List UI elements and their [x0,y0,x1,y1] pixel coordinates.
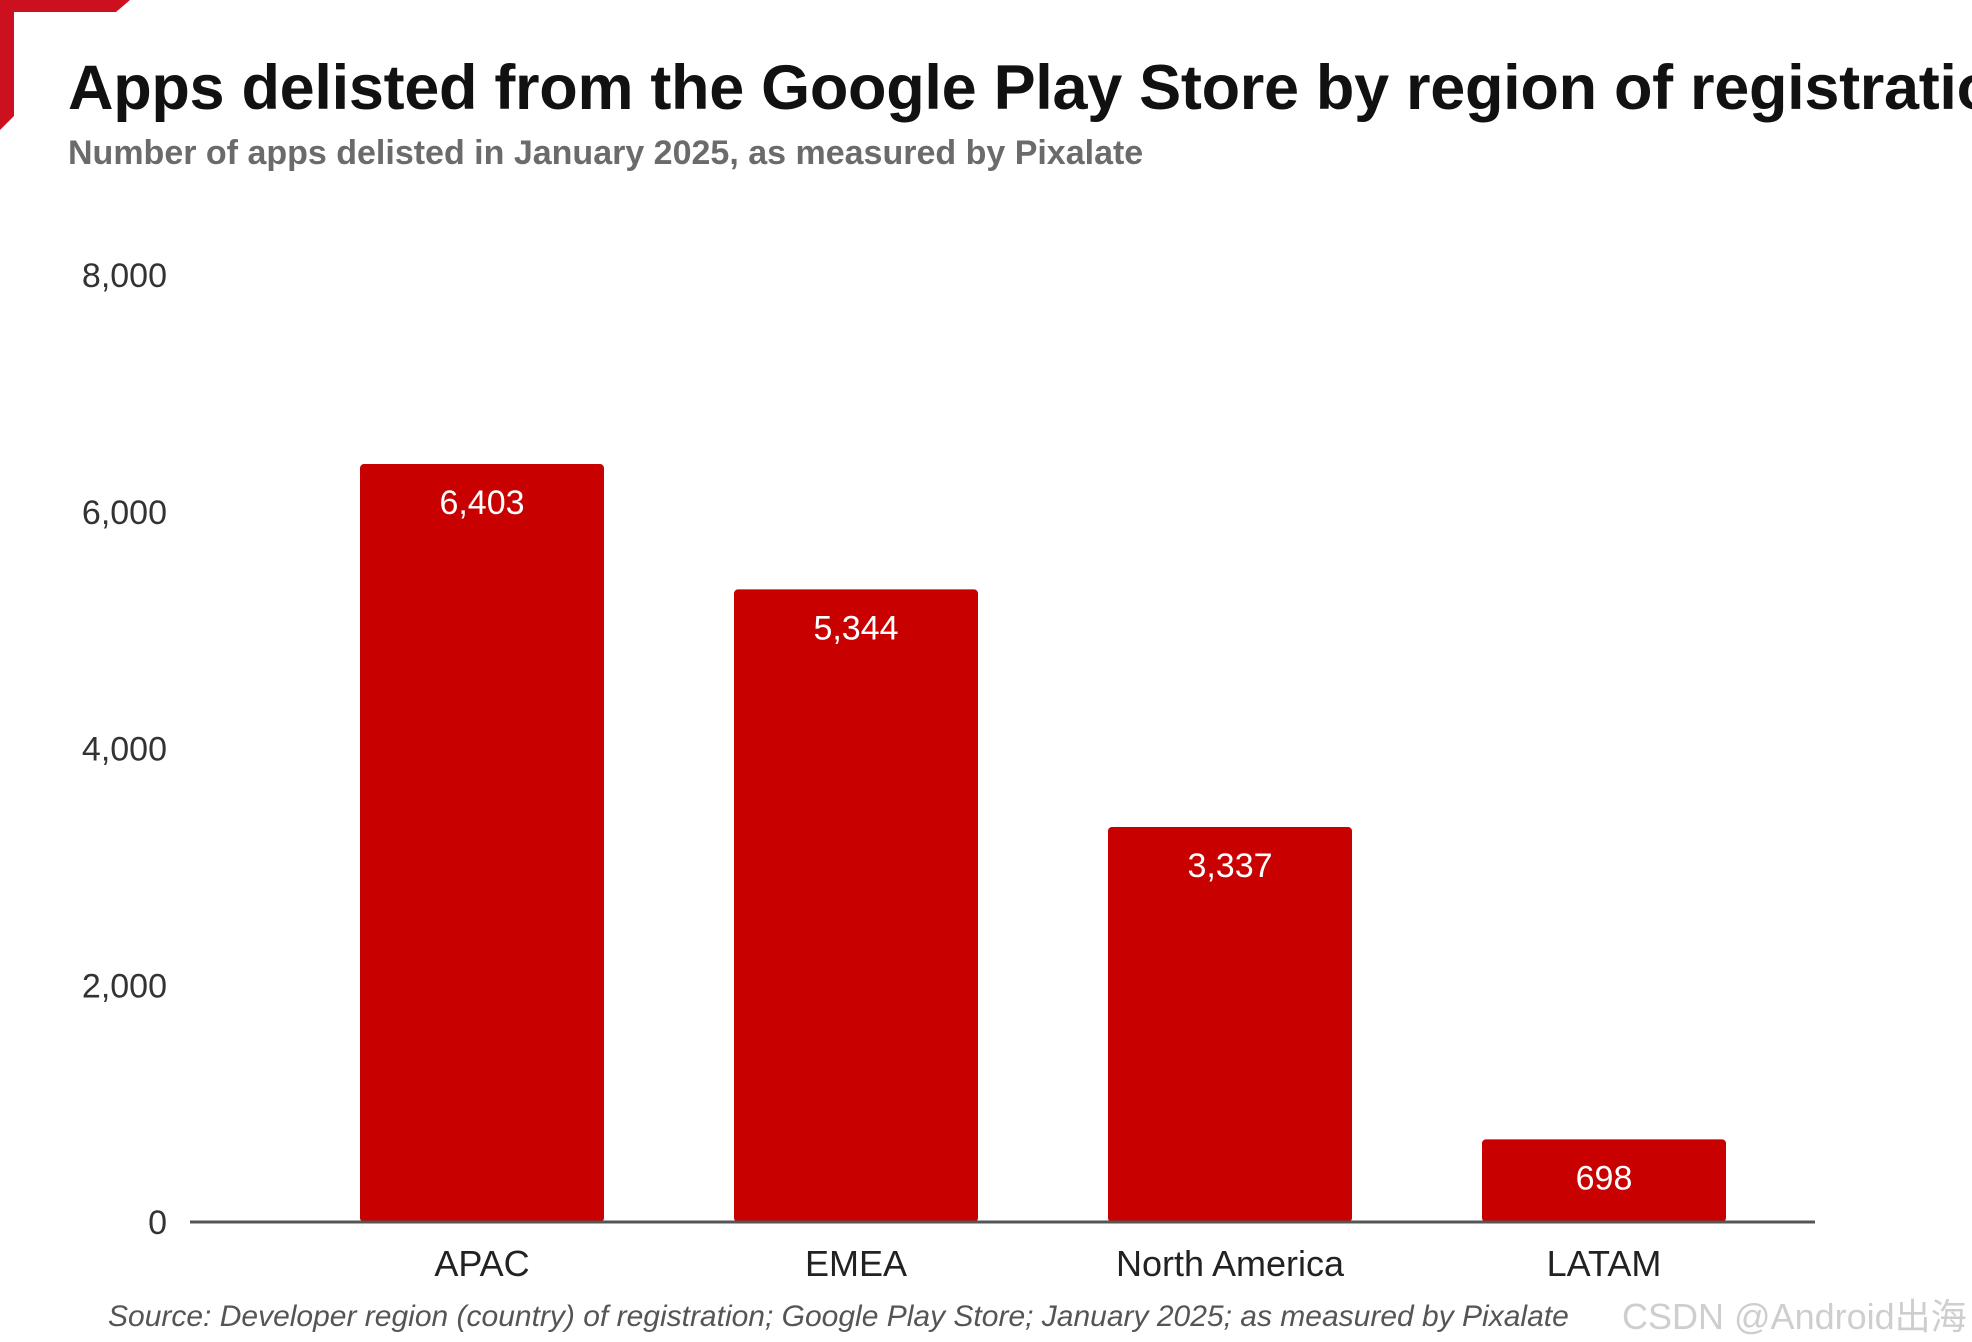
chart-title: Apps delisted from the Google Play Store… [68,53,1972,123]
bar-value-label: 6,403 [439,484,524,522]
bar-value-label: 5,344 [813,609,898,647]
bar-value-label: 698 [1576,1159,1633,1197]
bar-emea [734,589,978,1222]
y-tick-label: 0 [148,1204,167,1242]
bars: 6,403 5,344 3,337 698 [360,464,1726,1222]
y-tick-label: 8,000 [82,257,167,295]
bar-value-label: 3,337 [1187,847,1272,885]
chart-subtitle: Number of apps delisted in January 2025,… [68,134,1144,172]
source-note: Source: Developer region (country) of re… [108,1300,1569,1333]
bar-north-america [1108,826,1352,1222]
corner-accent [0,0,130,130]
x-tick-label: LATAM [1547,1243,1662,1284]
x-tick-label: North America [1116,1243,1345,1284]
bar-latam [1482,1139,1726,1222]
y-tick-label: 4,000 [82,731,167,769]
corner-accent-shape [0,0,130,130]
x-tick-label: APAC [434,1243,529,1284]
y-tick-label: 2,000 [82,967,167,1005]
watermark: CSDN @Android出海 [1622,1296,1967,1337]
bar-apac [360,464,604,1222]
x-axis-ticks: APAC EMEA North America LATAM [434,1243,1661,1284]
x-tick-label: EMEA [805,1243,907,1284]
y-axis-ticks: 0 2,000 4,000 6,000 8,000 [82,257,167,1242]
y-tick-label: 6,000 [82,494,167,532]
